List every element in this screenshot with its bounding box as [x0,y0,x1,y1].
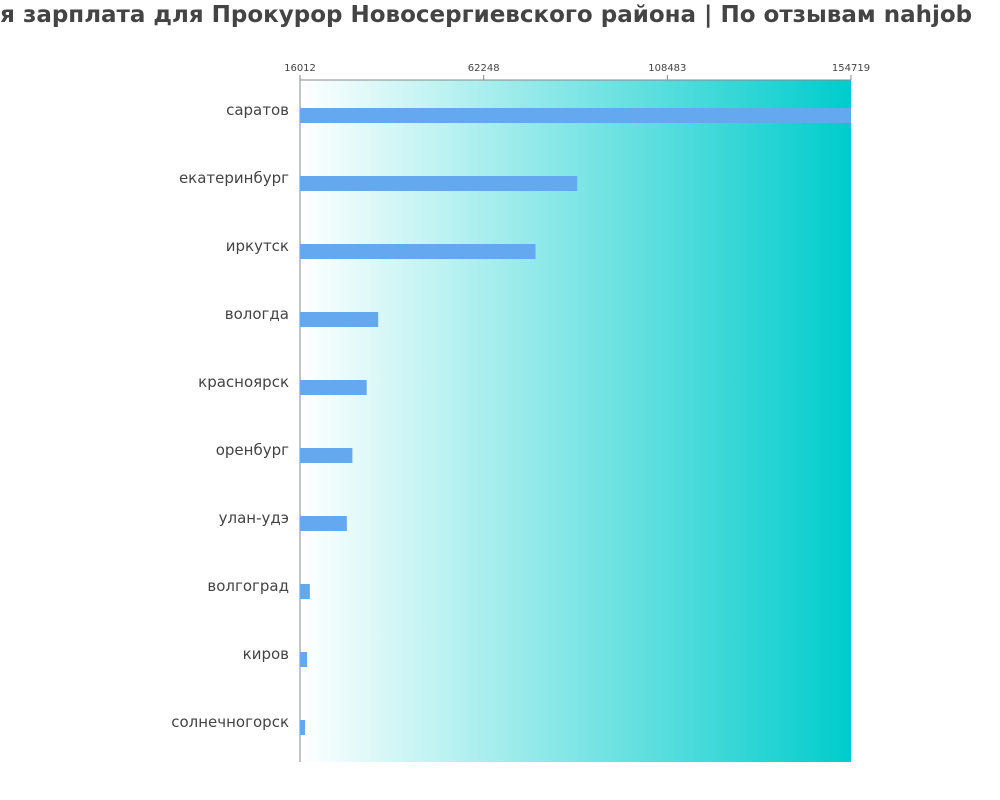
category-label: саратов [226,101,289,119]
plot-background [300,80,851,762]
x-tick-label: 108483 [648,63,686,74]
category-label: солнечногорск [171,713,289,731]
bar [300,652,308,667]
x-tick-label: 62248 [468,63,500,74]
bar [300,584,310,599]
bars [300,108,851,735]
x-axis-ticks: 16012 62248 108483 154719 [284,63,870,80]
bar [300,312,379,327]
category-label: вологда [225,305,289,323]
bar [300,720,306,735]
category-label: екатеринбург [179,169,289,187]
category-label: волгоград [207,577,289,595]
chart-title: Средняя зарплата для Прокурор Новосергие… [0,0,1000,34]
bar [300,108,851,123]
category-label: улан-удэ [219,509,289,527]
category-labels: саратов екатеринбург иркутск вологда красноя… [171,101,289,731]
x-tick-label: 16012 [284,63,316,74]
bar [300,448,353,463]
bar [300,244,536,259]
bar [300,516,347,531]
bar [300,176,578,191]
category-label: красноярск [198,373,289,391]
chart-title-text: Средняя зарплата для Прокурор Новосергие… [0,2,973,28]
x-tick-label: 154719 [832,63,870,74]
category-label: киров [243,645,289,663]
bar [300,380,367,395]
category-label: оренбург [216,441,289,459]
category-label: иркутск [226,237,289,255]
